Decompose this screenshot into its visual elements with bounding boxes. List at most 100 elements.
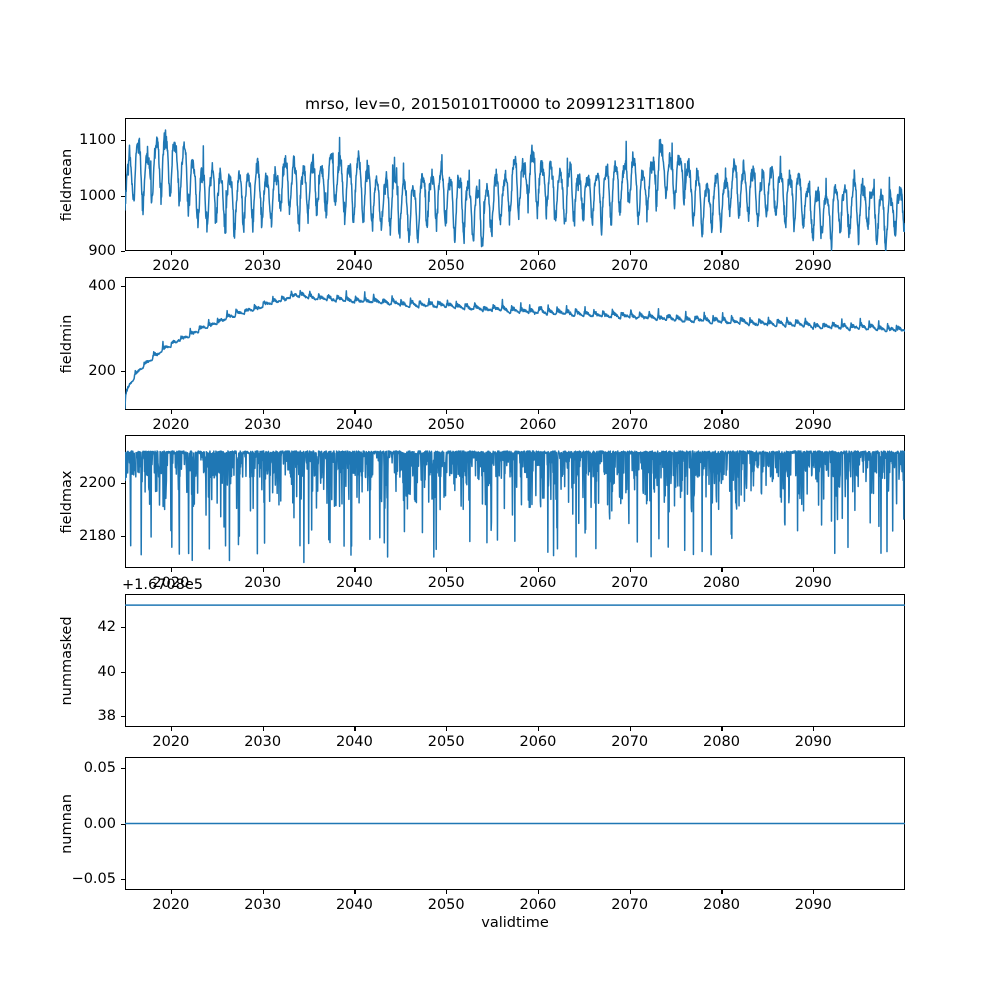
subplot-numnan xyxy=(125,757,905,890)
y-axis-label-numnan: numnan xyxy=(59,793,75,854)
x-tick-label: 2020 xyxy=(152,897,190,913)
x-tickmark xyxy=(629,410,631,415)
x-tick-label: 2060 xyxy=(519,417,557,433)
y-tickmark xyxy=(120,285,125,287)
x-tickmark xyxy=(537,568,540,573)
x-tickmark xyxy=(446,727,448,732)
y-tickmark xyxy=(120,878,125,880)
x-tickmark xyxy=(537,727,540,732)
x-tick-label: 2050 xyxy=(427,575,465,591)
x-tickmark xyxy=(537,890,540,895)
x-tick-label: 2090 xyxy=(794,897,832,913)
x-tickmark xyxy=(354,727,356,732)
x-tickmark xyxy=(354,410,356,415)
x-tick-label: 2040 xyxy=(335,258,373,274)
x-tick-label: 2020 xyxy=(152,258,190,274)
y-axis-offset-text-nummasked: +1.6708e5 xyxy=(122,577,204,593)
x-tick-label: 2020 xyxy=(152,417,190,433)
data-line-fieldmax xyxy=(125,450,905,564)
x-tickmark xyxy=(446,410,448,415)
x-tick-label: 2050 xyxy=(427,417,465,433)
y-tick-label: 0.05 xyxy=(83,760,116,777)
y-tick-label: 2200 xyxy=(79,474,116,491)
x-axis-label: validtime xyxy=(481,915,549,931)
x-tickmark xyxy=(354,251,356,256)
data-line-nummasked xyxy=(125,604,905,606)
y-tick-label: 42 xyxy=(97,619,116,636)
x-tick-label: 2050 xyxy=(427,897,465,913)
x-tick-label: 2070 xyxy=(611,417,649,433)
x-tickmark xyxy=(721,890,723,895)
x-tick-label: 2060 xyxy=(519,575,557,591)
x-tickmark xyxy=(262,568,264,573)
x-tick-label: 2050 xyxy=(427,258,465,274)
y-tickmark xyxy=(120,715,125,717)
x-tickmark xyxy=(170,890,172,895)
x-tick-label: 2080 xyxy=(703,575,740,591)
x-tickmark xyxy=(629,890,631,895)
x-tickmark xyxy=(446,568,448,573)
subplot-fieldmax xyxy=(125,435,905,568)
y-tick-label: 900 xyxy=(88,243,116,259)
x-tickmark xyxy=(813,410,815,415)
x-tick-label: 2080 xyxy=(703,258,740,274)
subplot-fieldmin xyxy=(125,277,905,410)
y-tick-label: −0.05 xyxy=(71,870,116,887)
x-tick-label: 2070 xyxy=(611,734,649,750)
x-tick-label: 2080 xyxy=(703,417,740,433)
x-tick-label: 2070 xyxy=(611,258,649,274)
y-tickmark xyxy=(120,768,125,770)
x-tickmark xyxy=(813,890,815,895)
y-tickmark xyxy=(120,371,125,373)
x-tick-label: 2070 xyxy=(611,897,649,913)
x-tick-label: 2020 xyxy=(152,734,190,750)
y-tickmark xyxy=(120,627,125,629)
y-tickmark xyxy=(120,536,125,538)
y-tick-label: 1100 xyxy=(79,132,116,149)
x-tickmark xyxy=(170,251,172,256)
x-tickmark xyxy=(629,251,631,256)
x-tick-label: 2070 xyxy=(611,575,649,591)
subplot-nummasked xyxy=(125,594,905,727)
x-tickmark xyxy=(721,727,723,732)
x-tickmark xyxy=(629,568,631,573)
x-tickmark xyxy=(721,251,723,256)
x-tick-label: 2040 xyxy=(335,734,373,750)
x-tickmark xyxy=(813,568,815,573)
x-tick-label: 2060 xyxy=(519,734,557,750)
x-tick-label: 2060 xyxy=(519,258,557,274)
x-tickmark xyxy=(262,727,264,732)
x-tick-label: 2090 xyxy=(794,258,832,274)
y-tickmark xyxy=(120,482,125,484)
x-tick-label: 2080 xyxy=(703,734,740,750)
subplot-fieldmean xyxy=(125,118,905,251)
x-tickmark xyxy=(354,890,356,895)
x-tickmark xyxy=(354,568,356,573)
x-tick-label: 2090 xyxy=(794,417,832,433)
x-tick-label: 2050 xyxy=(427,734,465,750)
x-tickmark xyxy=(813,727,815,732)
x-tickmark xyxy=(721,568,723,573)
y-tickmark xyxy=(120,823,125,825)
y-tickmark xyxy=(120,671,125,673)
x-tickmark xyxy=(446,890,448,895)
x-tick-label: 2030 xyxy=(244,417,282,433)
x-tick-label: 2090 xyxy=(794,575,832,591)
x-tickmark xyxy=(170,568,172,573)
y-tick-label: 0.00 xyxy=(83,815,116,832)
y-tick-label: 38 xyxy=(97,707,116,724)
x-tickmark xyxy=(170,727,172,732)
x-tick-label: 2040 xyxy=(335,575,373,591)
x-tickmark xyxy=(262,251,264,256)
y-tick-label: 400 xyxy=(88,277,116,294)
x-tick-label: 2030 xyxy=(244,734,282,750)
x-tick-label: 2080 xyxy=(703,897,740,913)
x-tickmark xyxy=(537,251,540,256)
x-tickmark xyxy=(446,251,448,256)
y-tickmark xyxy=(120,251,125,253)
x-tick-label: 2040 xyxy=(335,417,373,433)
x-tickmark xyxy=(629,727,631,732)
x-tickmark xyxy=(262,890,264,895)
x-tick-label: 2030 xyxy=(244,897,282,913)
